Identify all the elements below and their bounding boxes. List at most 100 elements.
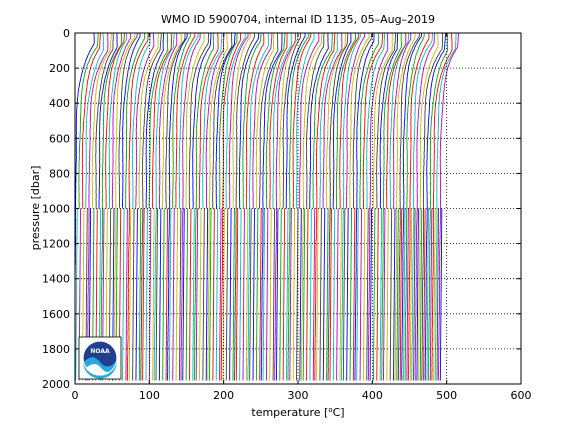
deep-profile-line (396, 208, 399, 381)
profile-line (424, 33, 447, 381)
deep-profile-line (292, 208, 296, 381)
deep-profile-line (322, 208, 326, 381)
deep-profile-line (215, 208, 219, 381)
y-tick-label: 0 (63, 27, 70, 40)
profile-line (153, 33, 175, 381)
profile-line (85, 33, 104, 209)
profile-line (352, 33, 373, 209)
x-tick-label: 600 (511, 389, 532, 402)
deep-profile-line (168, 208, 172, 381)
deep-profile-line (235, 208, 239, 381)
deep-profile-line (436, 208, 439, 381)
x-ticks: 0 100 200 300 400 500 600 (72, 33, 532, 402)
deep-profile-line (279, 208, 282, 381)
deep-profile-line (339, 208, 342, 381)
x-tick-label: 100 (139, 389, 160, 402)
y-tick-label: 200 (49, 62, 70, 75)
deep-profile-line (209, 208, 212, 381)
deep-profile-line (259, 208, 262, 381)
profile-line (354, 33, 375, 381)
deep-profile-line (329, 208, 332, 381)
profile-line (362, 33, 383, 209)
deep-profile-line (165, 208, 168, 381)
profile-line (215, 33, 236, 209)
profile-line (145, 33, 164, 209)
profile-line (167, 33, 188, 381)
profile-line (438, 33, 459, 381)
profile-line (411, 33, 434, 381)
grid-layer (75, 33, 521, 384)
deep-profile-line (239, 208, 242, 381)
noaa-logo: NOAA (78, 336, 122, 380)
deep-profile-line (175, 208, 179, 381)
profile-line (401, 33, 423, 381)
profile-line (339, 33, 360, 209)
deep-profile-line (429, 208, 433, 381)
profile-line (220, 33, 242, 381)
y-tick-label: 1000 (42, 203, 70, 216)
deep-profile-line (423, 208, 426, 381)
deep-profile-line (393, 208, 396, 381)
deep-profile-line (255, 208, 259, 381)
deep-profile-line (406, 208, 409, 381)
profile-line (397, 33, 420, 381)
profile-line (332, 33, 352, 209)
deep-profile-line (252, 208, 255, 381)
profile-line (285, 33, 306, 209)
deep-profile-line (275, 208, 279, 381)
deep-profile-line (135, 208, 138, 381)
profile-line (81, 33, 102, 209)
profile-line (86, 33, 109, 381)
profile-line (185, 33, 205, 209)
profile-line (158, 33, 178, 209)
profile-line (300, 33, 323, 381)
deep-profile-line (182, 208, 185, 381)
profile-line (279, 33, 299, 209)
x-tick-label: 300 (288, 389, 309, 402)
profile-line (245, 33, 265, 209)
deep-profile-line (122, 208, 125, 381)
deep-profile-line (403, 208, 406, 381)
deep-profile-line (142, 208, 145, 381)
x-tick-label: 500 (436, 389, 457, 402)
deep-profile-line (369, 208, 373, 381)
deep-profile-line (383, 208, 386, 381)
x-tick-label: 0 (72, 389, 79, 402)
deep-profile-line (312, 208, 316, 381)
profile-line (345, 33, 366, 209)
y-ticks: 0 200 400 600 800 1000 1200 1400 1600 1800 2000 (42, 27, 521, 391)
y-tick-label: 600 (49, 132, 70, 145)
deep-profile-line (229, 208, 232, 381)
profile-line (132, 33, 151, 209)
profile-line (98, 33, 118, 209)
profile-line (404, 33, 425, 381)
x-axis-label-unit: C] (333, 406, 345, 419)
profile-line (349, 33, 370, 209)
y-axis-label: pressure [dbar] (29, 166, 42, 251)
profile-line (188, 33, 210, 209)
deep-profile-line (245, 208, 249, 381)
profile-line (148, 33, 169, 209)
deep-profile-line (379, 208, 383, 381)
profile-line (282, 33, 302, 209)
profile-line (198, 33, 219, 209)
profile-line (242, 33, 262, 209)
x-axis-label: temperature [oC] (251, 406, 344, 419)
deep-profile-line (128, 208, 132, 381)
deep-profile-line (212, 208, 215, 381)
profile-line (272, 33, 292, 209)
profile-line (135, 33, 155, 209)
chart-title: WMO ID 5900704, internal ID 1135, 05–Aug… (161, 13, 435, 26)
profile-line (228, 33, 249, 209)
deep-profile-line (225, 208, 229, 381)
deep-profile-line (125, 208, 128, 381)
deep-profile-line (356, 208, 359, 381)
profile-line (180, 33, 201, 381)
profile-line (421, 33, 444, 381)
deep-profile-line (199, 208, 202, 381)
profile-line (78, 33, 99, 209)
deep-profile-line (262, 208, 265, 381)
deep-profile-line (145, 208, 148, 381)
y-tick-label: 800 (49, 167, 70, 180)
